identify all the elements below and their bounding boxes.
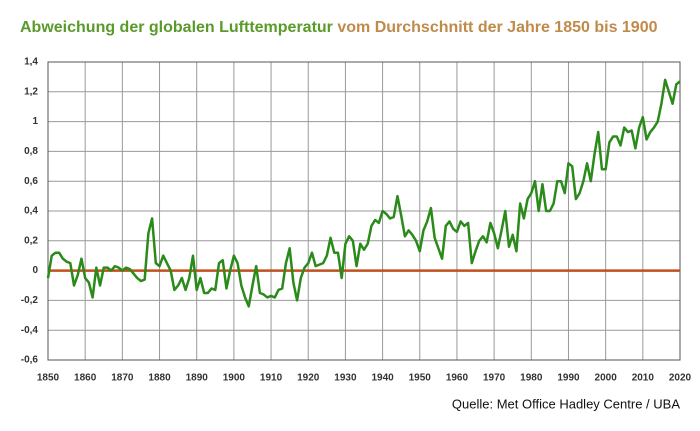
subtitle: vom Durchschnitt der Jahre 1850 bis 1900 [337, 19, 657, 36]
y-tick-label: 0,2 [24, 235, 38, 246]
x-tick-label: 2000 [595, 373, 618, 384]
y-tick-label: 1 [32, 116, 38, 127]
chart-title: Abweichung der globalen Lufttemperatur v… [20, 19, 658, 36]
x-tick-label: 1920 [297, 373, 320, 384]
x-tick-label: 1970 [483, 373, 506, 384]
x-tick-label: 1860 [74, 373, 97, 384]
y-tick-label: -0,4 [21, 325, 39, 336]
x-tick-label: 2010 [632, 373, 655, 384]
y-tick-label: 0 [32, 265, 38, 276]
x-tick-label: 1990 [557, 373, 580, 384]
plot-border [47, 61, 681, 361]
y-tick-label: 0,6 [24, 176, 38, 187]
title: Abweichung der globalen Lufttemperatur [20, 19, 333, 36]
x-tick-label: 1940 [371, 373, 394, 384]
x-tick-label: 1870 [111, 373, 134, 384]
x-tick-label: 1910 [260, 373, 283, 384]
source: Quelle: Met Office Hadley Centre / UBA [452, 396, 680, 411]
y-tick-label: 1,4 [24, 57, 38, 68]
y-tick-label: -0,2 [21, 295, 39, 306]
y-tick-label: 0,8 [24, 146, 38, 157]
y-tick-label: 1,2 [24, 86, 38, 97]
x-tick-label: 1890 [186, 373, 209, 384]
x-tick-label: 1950 [409, 373, 432, 384]
x-tick-label: 1960 [446, 373, 469, 384]
x-tick-label: 1880 [148, 373, 171, 384]
y-tick-label: -0,6 [21, 355, 39, 366]
y-tick-label: 0,4 [24, 206, 38, 217]
x-tick-label: 1900 [223, 373, 246, 384]
data-line [46, 78, 681, 308]
x-tick-label: 2020 [669, 373, 692, 384]
x-tick-label: 1850 [37, 373, 60, 384]
x-tick-label: 1980 [520, 373, 543, 384]
x-tick-label: 1930 [334, 373, 357, 384]
